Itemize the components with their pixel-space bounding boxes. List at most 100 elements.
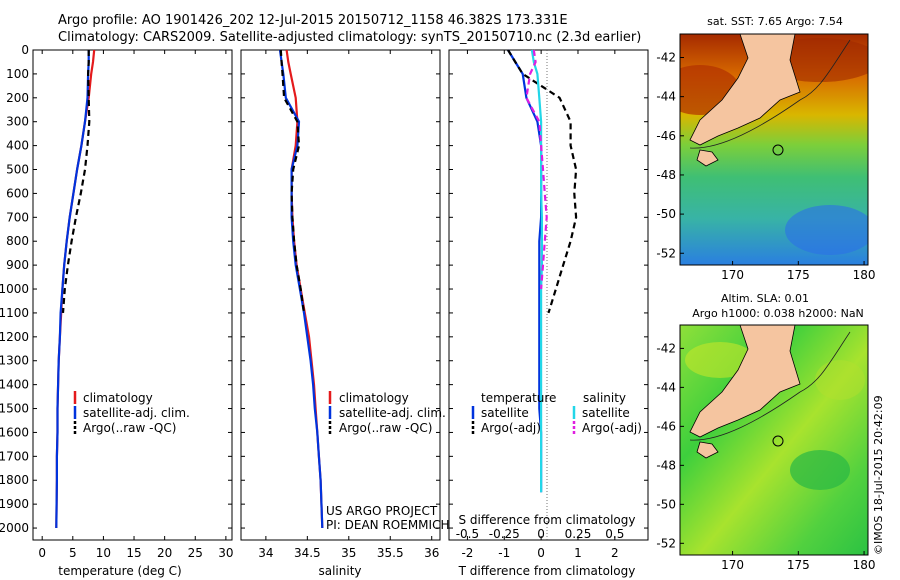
x-tick-label: 15	[126, 546, 141, 560]
depth-axis: 0 100 200 300 400 500 600 700 800 900 1000 1100 1200…	[0, 43, 648, 535]
s-diff-tick-label: -0.5	[456, 527, 479, 541]
depth-tick-label: 1900	[0, 497, 29, 511]
series-line	[278, 49, 324, 529]
map-y-tick-label: -42	[656, 341, 676, 355]
x-tick-label: -2	[461, 546, 473, 560]
s-diff-tick-label: 0	[537, 527, 545, 541]
difference-xlabel: T difference from climatology	[458, 564, 636, 578]
depth-tick-label: 900	[6, 258, 29, 272]
depth-contour	[689, 331, 851, 441]
difference-top-label: S difference from climatology	[459, 513, 636, 527]
legend-label: Argo(..raw -QC)	[83, 421, 176, 435]
legend-label: Argo(-adj)	[582, 421, 642, 435]
sst-map-frame	[679, 33, 869, 266]
figure-title-line2: Climatology: CARS2009. Satellite-adjuste…	[58, 30, 642, 45]
temperature-legend: climatology satellite-adj. clim. Argo(..…	[73, 391, 190, 435]
legend-label: climatology	[83, 391, 153, 405]
depth-tick-label: 1700	[0, 449, 29, 463]
x-tick-label: 1	[574, 546, 582, 560]
depth-tick-label: 800	[6, 234, 29, 248]
series-line	[530, 49, 544, 493]
project-pi: PI: DEAN ROEMMICH	[326, 518, 449, 532]
south-island-landmass	[689, 34, 801, 146]
x-tick-label: 34	[258, 546, 273, 560]
s-diff-tick-label: 0.25	[565, 527, 592, 541]
map-axes: 170 175 180 -42 -44 -46 -48 -50 -52 170 175 180 -42 -…	[656, 50, 875, 572]
x-tick-label: 2	[611, 546, 619, 560]
salinity-panel	[240, 49, 441, 541]
difference-panel	[448, 49, 649, 541]
series-line	[61, 50, 91, 313]
map-y-tick-label: -46	[656, 419, 676, 433]
sla-patch	[790, 450, 850, 490]
depth-tick-label: 700	[6, 210, 29, 224]
x-tick-label: 0	[537, 546, 545, 560]
series-line	[285, 49, 324, 529]
map-y-tick-label: -42	[656, 50, 676, 64]
x-tick-label: 5	[69, 546, 77, 560]
x-tick-label: 0	[38, 546, 46, 560]
legend-label: satellite	[582, 406, 630, 420]
map-y-tick-label: -44	[656, 90, 676, 104]
map-y-tick-label: -50	[656, 497, 676, 511]
x-tick-label: 10	[96, 546, 111, 560]
legend-temperature-heading: temperature	[481, 391, 556, 405]
x-tick-label: 20	[157, 546, 172, 560]
sla-map-title: Altim. SLA: 0.01	[721, 292, 809, 305]
sst-cold-patch	[785, 205, 868, 255]
map-y-tick-label: -44	[656, 380, 676, 394]
x-axes: 0 5 10 15 20 25 30 34 34.5 35 35.5 36 -2 -1 0 1 2	[38, 50, 619, 560]
s-difference-ticks: -0.5 -0.25 0 0.25 0.5	[456, 527, 625, 541]
depth-tick-label: 1600	[0, 425, 29, 439]
depth-tick-label: 1800	[0, 473, 29, 487]
depth-tick-label: 1000	[0, 282, 29, 296]
argo-float-marker	[772, 435, 784, 447]
x-tick-label: 34.5	[294, 546, 321, 560]
legend-label: satellite	[481, 406, 529, 420]
map-y-tick-label: -48	[656, 168, 676, 182]
depth-tick-label: 1100	[0, 306, 29, 320]
stewart-island-landmass	[696, 441, 719, 459]
s-diff-tick-label: 0.5	[605, 527, 624, 541]
map-x-tick-label: 170	[721, 558, 744, 572]
depth-tick-label: 0	[21, 43, 29, 57]
x-tick-label: 35.5	[377, 546, 404, 560]
legend-salinity-heading: salinity	[583, 391, 626, 405]
temperature-panel	[32, 49, 233, 541]
salinity-xlabel: salinity	[318, 564, 361, 578]
x-tick-label: 36	[424, 546, 439, 560]
depth-tick-label: 300	[6, 115, 29, 129]
x-tick-label: -1	[498, 546, 510, 560]
depth-tick-label: 1200	[0, 330, 29, 344]
legend-label: satellite-adj. clim.	[339, 406, 446, 420]
legend-label: climatology	[339, 391, 409, 405]
map-y-tick-label: -52	[656, 536, 676, 550]
map-y-tick-label: -48	[656, 458, 676, 472]
depth-tick-label: 600	[6, 186, 29, 200]
series-line	[279, 49, 306, 314]
depth-tick-label: 1400	[0, 378, 29, 392]
sla-map	[680, 325, 868, 555]
depth-tick-label: 500	[6, 163, 29, 177]
x-tick-label: 25	[188, 546, 203, 560]
map-y-tick-label: -50	[656, 207, 676, 221]
map-x-tick-label: 175	[787, 558, 810, 572]
sla-patch	[685, 342, 755, 378]
legend-label: Argo(..raw -QC)	[339, 421, 432, 435]
temperature-xlabel: temperature (deg C)	[58, 564, 181, 578]
figure-title-line1: Argo profile: AO 1901426_202 12-Jul-2015…	[58, 13, 568, 28]
difference-legend: temperature salinity satellite Argo(-adj…	[471, 391, 642, 435]
depth-tick-label: 1500	[0, 402, 29, 416]
sst-map-title: sat. SST: 7.65 Argo: 7.54	[707, 15, 843, 28]
depth-tick-label: 200	[6, 91, 29, 105]
s-diff-tick-label: -0.25	[489, 527, 520, 541]
depth-tick-label: 400	[6, 139, 29, 153]
map-x-tick-label: 170	[721, 268, 744, 282]
depth-tick-label: 1300	[0, 354, 29, 368]
south-island-landmass	[689, 325, 801, 438]
depth-contour	[689, 39, 851, 149]
depth-tick-label: 2000	[0, 521, 29, 535]
series-line	[525, 49, 548, 290]
map-x-tick-label: 180	[853, 268, 876, 282]
